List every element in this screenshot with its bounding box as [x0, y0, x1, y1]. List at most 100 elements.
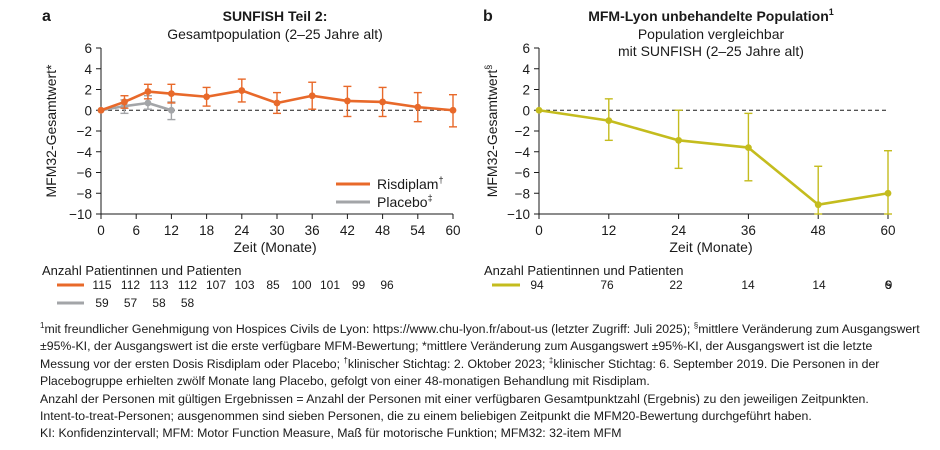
x-tick-label: 42	[340, 223, 355, 238]
x-tick-label: 12	[601, 223, 616, 238]
panel-a-title: SUNFISH Teil 2:	[223, 8, 328, 24]
panel-a-subtitle: Gesamtpopulation (2–25 Jahre alt)	[167, 26, 383, 42]
panel-b-title: MFM-Lyon unbehandelte Population1	[588, 7, 834, 24]
y-tick-label: 2	[84, 83, 92, 98]
n-at-risk-value: 76	[600, 278, 614, 292]
y-tick-label: −8	[515, 186, 530, 201]
data-point	[745, 144, 752, 152]
n-at-risk-value: 58	[181, 296, 195, 310]
y-tick-label: −2	[515, 124, 530, 139]
panel-b-subtitle-line-1: Population vergleichbar	[638, 26, 785, 42]
x-tick-label: 12	[164, 223, 179, 238]
footnote-text: klinischer Stichtag: 6. September 2019. …	[40, 356, 880, 389]
n-at-risk-value: 59	[95, 296, 109, 310]
footnote-paragraph: 1mit freundlicher Genehmigung von Hospic…	[40, 321, 920, 391]
n-at-risk-value: 100	[291, 278, 311, 292]
n-at-risk-value: 112	[178, 278, 197, 292]
n-at-risk-value: 14	[812, 278, 826, 292]
data-point	[675, 136, 682, 144]
n-at-risk-value: 57	[124, 296, 138, 310]
x-tick-label: 36	[305, 223, 320, 238]
y-tick-label: −4	[77, 145, 93, 160]
data-point	[97, 106, 105, 114]
series-line	[100, 101, 172, 112]
y-tick-label: −6	[77, 166, 92, 181]
y-tick-label: −8	[77, 186, 92, 201]
footnote-mark: §	[693, 320, 699, 330]
n-at-risk-value: 85	[266, 278, 280, 292]
y-tick-label: −10	[69, 207, 92, 222]
x-tick-label: 18	[199, 223, 214, 238]
data-point	[449, 106, 457, 114]
data-point	[308, 92, 316, 100]
n-at-risk-value: 107	[206, 278, 226, 292]
y-tick-label: −6	[515, 166, 530, 181]
x-tick-label: 54	[410, 223, 426, 238]
n-at-risk-value: 6	[885, 278, 892, 292]
n-at-risk-value: 101	[320, 278, 340, 292]
panel-a-n-title: Anzahl Patientinnen und Patienten	[42, 263, 242, 278]
series-line	[538, 108, 889, 206]
footnote-text: KI: Konfidenzintervall; MFM: Motor Funct…	[40, 426, 622, 441]
data-point	[203, 93, 211, 101]
footnote-text: mittlere Veränderung zum Ausgangswert ±9…	[40, 322, 920, 371]
y-tick-label: −10	[507, 207, 530, 222]
x-tick-label: 6	[132, 223, 140, 238]
data-point	[814, 201, 822, 209]
data-point	[379, 98, 386, 106]
data-point	[168, 90, 175, 98]
n-at-risk-value: 94	[530, 278, 544, 292]
footnote-paragraph: Intent-to-treat-Personen; ausgenommen si…	[40, 408, 920, 425]
panel-a-letter: a	[42, 8, 51, 25]
footnotes: 1mit freundlicher Genehmigung von Hospic…	[40, 321, 920, 443]
y-tick-label: 4	[522, 62, 530, 77]
y-tick-label: −4	[515, 145, 531, 160]
legend-risdiplam-label: Risdiplam†	[377, 175, 443, 192]
x-tick-label: 30	[269, 223, 284, 238]
x-tick-label: 60	[880, 223, 895, 238]
x-tick-label: 36	[741, 223, 756, 238]
n-at-risk-value: 96	[380, 278, 394, 292]
data-point	[605, 117, 613, 125]
n-at-risk-value: 99	[352, 278, 366, 292]
footnote-text: mit freundlicher Genehmigung von Hospice…	[44, 322, 694, 336]
panel-b-x-axis-label: Zeit (Monate)	[669, 239, 752, 255]
data-point	[168, 106, 175, 114]
footnote-mark: †	[343, 355, 348, 365]
y-tick-label: 6	[84, 41, 92, 56]
n-at-risk-value: 112	[121, 278, 140, 292]
n-at-risk-value: 113	[149, 278, 168, 292]
footnote-text: klinischer Stichtag: 2. Oktober 2023;	[347, 356, 549, 371]
footnote-text: Intent-to-treat-Personen; ausgenommen si…	[40, 409, 812, 424]
data-point	[144, 88, 152, 95]
footnote-paragraph: Anzahl der Personen mit gültigen Ergebni…	[40, 391, 920, 408]
panel-b-y-axis-label: MFM32-Gesamtwert§	[483, 65, 500, 198]
panel-a-y-axis-label: MFM32-Gesamtwert*	[43, 64, 59, 198]
x-tick-label: 48	[811, 223, 826, 238]
x-tick-label: 24	[234, 223, 250, 238]
panel-a-series-1	[97, 78, 457, 128]
figure-canvas: a SUNFISH Teil 2: Gesamtpopulation (2–25…	[42, 7, 896, 310]
panel-b-letter: b	[483, 8, 493, 25]
y-tick-label: 4	[84, 62, 92, 77]
n-at-risk-value: 115	[92, 278, 111, 292]
n-at-risk-value: 103	[234, 278, 254, 292]
series-line	[100, 89, 454, 112]
x-tick-label: 60	[445, 223, 460, 238]
data-point	[238, 87, 246, 94]
y-tick-label: 0	[84, 103, 92, 118]
x-tick-label: 0	[97, 223, 105, 238]
n-at-risk-value: 9	[886, 278, 893, 292]
n-at-risk-value: 58	[152, 296, 166, 310]
panel-a-x-axis-label: Zeit (Monate)	[233, 239, 316, 255]
panel-b-n-title: Anzahl Patientinnen und Patienten	[484, 263, 684, 278]
panel-b-subtitle-line-2: mit SUNFISH (2–25 Jahre alt)	[618, 43, 804, 59]
n-at-risk-value: 22	[669, 278, 683, 292]
y-tick-label: 6	[522, 41, 530, 56]
data-point	[273, 99, 281, 107]
panel-b-series-1	[535, 98, 892, 215]
data-point	[144, 99, 152, 107]
y-tick-label: −2	[77, 124, 92, 139]
y-tick-label: 2	[522, 83, 530, 98]
